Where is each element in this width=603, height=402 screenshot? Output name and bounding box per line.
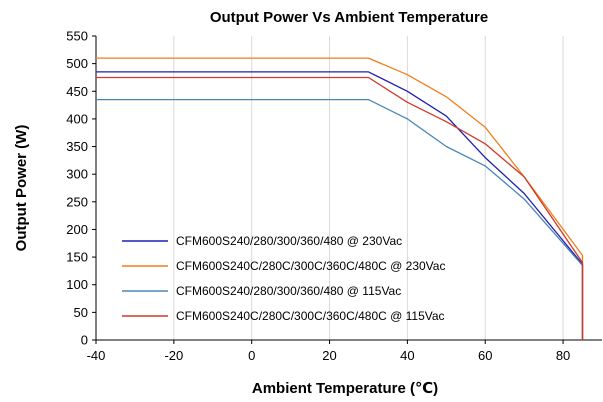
legend-entry-4: CFM600S240C/280C/300C/360C/480C @ 115Vac — [122, 309, 445, 323]
x-tick-label: 20 — [322, 348, 336, 363]
series-line-3 — [96, 98, 584, 340]
y-axis-label: Output Power (W) — [13, 125, 30, 252]
series-line-1 — [96, 71, 584, 340]
x-tick-label: -40 — [87, 348, 106, 363]
x-tick-label: -20 — [164, 348, 183, 363]
y-tick-label: 450 — [66, 84, 88, 99]
y-tick-label: 200 — [66, 222, 88, 237]
y-tick-label: 250 — [66, 194, 88, 209]
legend: CFM600S240/280/300/360/480 @ 230Vac CFM60… — [122, 234, 445, 323]
x-tick-label: 60 — [478, 348, 492, 363]
legend-label: CFM600S240/280/300/360/480 @ 230Vac — [176, 234, 402, 248]
chart-title: Output Power Vs Ambient Temperature — [210, 9, 488, 26]
series-line-2 — [96, 57, 584, 340]
series-group — [96, 57, 584, 340]
x-tick-label: 80 — [556, 348, 570, 363]
series-line-4 — [96, 76, 584, 340]
legend-entry-1: CFM600S240/280/300/360/480 @ 230Vac — [122, 234, 402, 248]
legend-label: CFM600S240/280/300/360/480 @ 115Vac — [176, 284, 401, 298]
y-tick-label: 100 — [66, 277, 88, 292]
legend-entry-3: CFM600S240/280/300/360/480 @ 115Vac — [122, 284, 401, 298]
axes: 0 50 100 150 200 250 300 350 400 450 500 550 -40 -20 0… — [66, 29, 602, 363]
y-tick-label: 550 — [66, 29, 88, 44]
y-tick-label: 50 — [74, 305, 88, 320]
y-tick-label: 400 — [66, 111, 88, 126]
legend-label: CFM600S240C/280C/300C/360C/480C @ 115Vac — [176, 309, 445, 323]
x-tick-label: 40 — [400, 348, 414, 363]
y-tick-label: 150 — [66, 250, 88, 265]
legend-label: CFM600S240C/280C/300C/360C/480C @ 230Vac — [176, 259, 445, 273]
legend-entry-2: CFM600S240C/280C/300C/360C/480C @ 230Vac — [122, 259, 445, 273]
x-axis-label: Ambient Temperature (℃) — [252, 380, 438, 397]
y-tick-label: 350 — [66, 139, 88, 154]
y-tick-label: 300 — [66, 167, 88, 182]
y-tick-label: 0 — [81, 333, 88, 348]
y-tick-label: 500 — [66, 56, 88, 71]
grid — [173, 36, 564, 340]
x-tick-label: 0 — [248, 348, 255, 363]
